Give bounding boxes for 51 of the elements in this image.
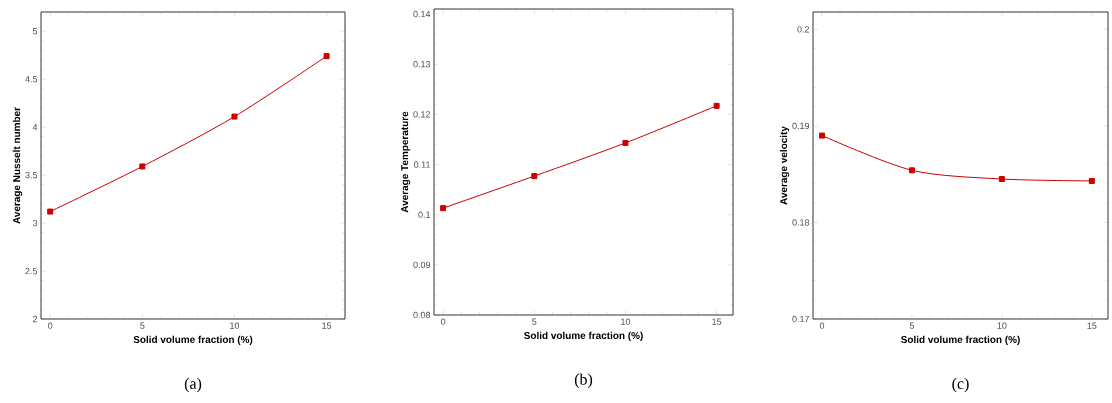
point [713, 102, 720, 109]
y-tick-label: 0.1 [418, 211, 431, 218]
y-tick-label: 0.08 [413, 311, 431, 319]
point [622, 139, 629, 146]
y-tick-label: 0.13 [413, 61, 431, 68]
point [531, 173, 538, 180]
x-tick-label: 15 [1087, 322, 1097, 329]
y-tick-label: 3.5 [25, 171, 38, 179]
y-tick-label: 0.09 [413, 261, 431, 269]
y-axis-title: Average velocity [779, 126, 790, 205]
y-tick-label: 0.19 [792, 122, 810, 130]
y-tick-label: 2 [32, 315, 38, 323]
y-tick-label: 0.2 [797, 26, 810, 33]
x-tick-label: 0 [440, 318, 446, 325]
y-tick-label: 0.18 [792, 219, 810, 226]
x-tick-label: 10 [621, 318, 631, 325]
y-tick-label: 0.11 [414, 161, 431, 168]
text: (a) [184, 377, 202, 393]
y-tick-label: 3 [32, 219, 38, 227]
point [47, 208, 54, 215]
point [440, 205, 447, 212]
x-tick-label: 15 [712, 318, 722, 325]
x-axis-title: Solid volume fraction (%) [901, 335, 1020, 345]
point [1088, 177, 1095, 184]
y-tick-label: 2.5 [25, 267, 38, 275]
x-tick-label: 10 [230, 322, 240, 329]
y-tick-label: 0.17 [792, 315, 810, 323]
y-axis-title: Average Nusselt number [12, 107, 23, 224]
x-tick-label: 5 [140, 322, 145, 329]
x-tick-label: 10 [997, 322, 1007, 329]
text: (b) [574, 373, 593, 389]
point [998, 176, 1005, 183]
point [231, 113, 238, 120]
point [819, 132, 825, 139]
x-tick-label: 5 [532, 318, 537, 325]
y-tick-label: 0.12 [413, 111, 431, 118]
y-tick-label: 4.5 [25, 76, 38, 83]
x-axis-title: Solid volume fraction (%) [524, 331, 643, 341]
y-tick-label: 4 [32, 124, 38, 131]
point [139, 163, 146, 170]
point [323, 53, 330, 60]
x-axis-title: Solid volume fraction (%) [133, 335, 253, 345]
x-tick-label: 0 [819, 322, 825, 329]
x-tick-label: 5 [909, 322, 915, 329]
x-tick-label: 15 [322, 322, 332, 329]
point [908, 167, 915, 174]
y-tick-label: 0.14 [413, 10, 431, 18]
text: (c) [952, 377, 969, 393]
y-axis-title: Average Temperature [401, 111, 411, 213]
y-tick-label: 5 [32, 28, 38, 35]
x-tick-label: 0 [48, 322, 53, 329]
